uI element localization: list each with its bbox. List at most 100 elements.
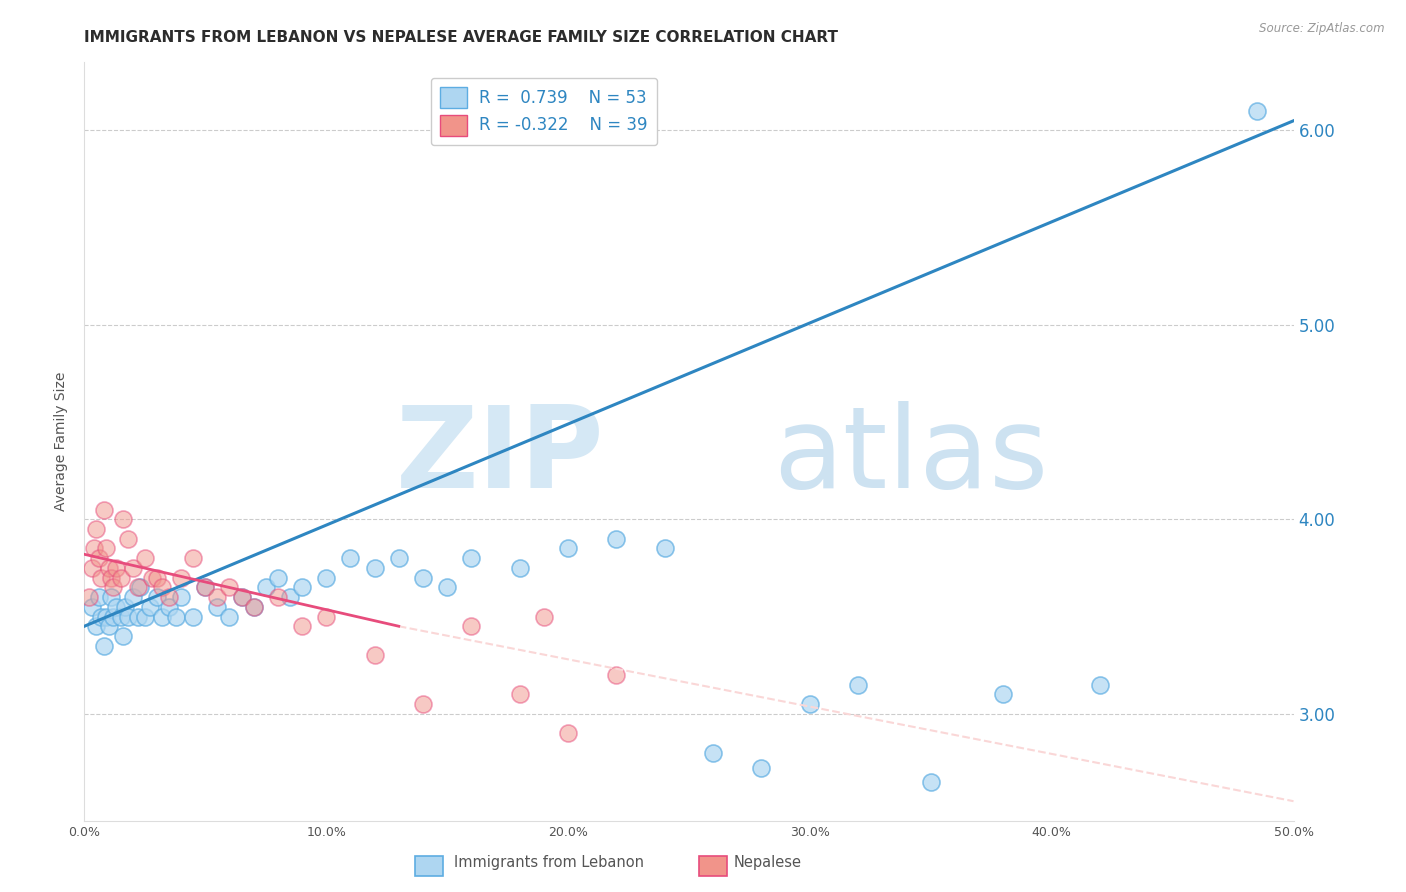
Point: [218, 580, 240, 594]
Point: [207, 599, 229, 614]
Text: ZIP: ZIP: [396, 401, 605, 512]
Point: [146, 590, 169, 604]
Point: [846, 677, 869, 691]
Text: Immigrants from Lebanon: Immigrants from Lebanon: [454, 855, 644, 870]
Point: [114, 599, 136, 614]
Point: [97, 561, 120, 575]
Point: [339, 551, 361, 566]
Point: [509, 561, 531, 575]
Point: [170, 571, 193, 585]
Point: [315, 609, 337, 624]
Point: [291, 619, 314, 633]
Text: Source: ZipAtlas.com: Source: ZipAtlas.com: [1260, 22, 1385, 36]
Text: Nepalese: Nepalese: [734, 855, 801, 870]
Point: [165, 609, 187, 624]
Point: [509, 687, 531, 701]
Point: [194, 580, 217, 594]
Point: [1246, 103, 1268, 118]
Point: [460, 551, 482, 566]
Point: [134, 609, 156, 624]
Point: [127, 609, 149, 624]
Point: [267, 571, 290, 585]
Point: [80, 561, 103, 575]
Point: [654, 541, 676, 556]
Point: [412, 697, 434, 711]
Point: [363, 561, 385, 575]
Point: [605, 532, 627, 546]
Point: [138, 599, 160, 614]
Point: [533, 609, 555, 624]
Point: [751, 761, 773, 775]
Point: [104, 561, 127, 575]
Point: [103, 580, 125, 594]
Point: [412, 571, 434, 585]
Point: [388, 551, 411, 566]
Point: [170, 590, 193, 604]
Point: [100, 590, 122, 604]
Point: [267, 590, 290, 604]
Legend: R =  0.739    N = 53, R = -0.322    N = 39: R = 0.739 N = 53, R = -0.322 N = 39: [430, 78, 657, 145]
Point: [557, 541, 579, 556]
Point: [150, 580, 173, 594]
Point: [363, 648, 385, 663]
Point: [77, 590, 100, 604]
Point: [242, 599, 264, 614]
Point: [121, 590, 143, 604]
Text: atlas: atlas: [773, 401, 1049, 512]
Point: [181, 609, 204, 624]
Point: [100, 571, 122, 585]
Point: [242, 599, 264, 614]
Point: [134, 551, 156, 566]
Point: [104, 599, 127, 614]
Point: [93, 502, 115, 516]
Point: [87, 590, 110, 604]
Point: [231, 590, 253, 604]
Point: [90, 571, 112, 585]
Point: [557, 726, 579, 740]
Point: [117, 532, 139, 546]
Point: [97, 619, 120, 633]
Point: [799, 697, 821, 711]
Point: [117, 609, 139, 624]
Point: [94, 609, 117, 624]
Point: [83, 541, 105, 556]
Point: [207, 590, 229, 604]
Point: [110, 571, 132, 585]
Point: [231, 590, 253, 604]
Point: [157, 590, 180, 604]
Point: [993, 687, 1015, 701]
Point: [605, 668, 627, 682]
Point: [121, 561, 143, 575]
Point: [702, 746, 724, 760]
Point: [291, 580, 314, 594]
Point: [80, 599, 103, 614]
Point: [460, 619, 482, 633]
Point: [141, 571, 163, 585]
Point: [129, 580, 152, 594]
Y-axis label: Average Family Size: Average Family Size: [55, 372, 69, 511]
Point: [150, 609, 173, 624]
Point: [254, 580, 277, 594]
Point: [181, 551, 204, 566]
Point: [278, 590, 301, 604]
Point: [1088, 677, 1111, 691]
Point: [315, 571, 337, 585]
Point: [157, 599, 180, 614]
Point: [127, 580, 149, 594]
Point: [90, 609, 112, 624]
Point: [86, 522, 108, 536]
Point: [218, 609, 240, 624]
Point: [436, 580, 458, 594]
Point: [146, 571, 169, 585]
Point: [920, 774, 942, 789]
Point: [110, 609, 132, 624]
Point: [87, 551, 110, 566]
Point: [194, 580, 217, 594]
Point: [94, 541, 117, 556]
Point: [86, 619, 108, 633]
Text: IMMIGRANTS FROM LEBANON VS NEPALESE AVERAGE FAMILY SIZE CORRELATION CHART: IMMIGRANTS FROM LEBANON VS NEPALESE AVER…: [84, 29, 838, 45]
Point: [93, 639, 115, 653]
Point: [103, 609, 125, 624]
Point: [112, 629, 135, 643]
Point: [112, 512, 135, 526]
